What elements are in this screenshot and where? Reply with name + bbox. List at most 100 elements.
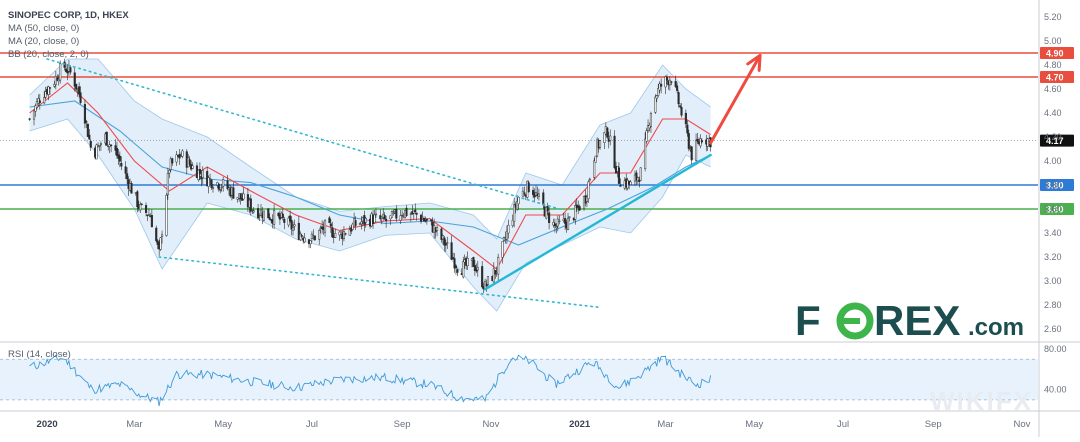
- candle-body: [436, 227, 439, 231]
- x-tick-label: Mar: [126, 419, 142, 430]
- candle-body: [566, 217, 570, 231]
- price-tag-label: 3.60: [1046, 205, 1064, 215]
- y-tick-label: 4.40: [1044, 108, 1062, 118]
- candle-body: [136, 191, 139, 208]
- candle-body: [548, 212, 551, 223]
- candle-body: [679, 105, 682, 107]
- x-tick-label: Sep: [925, 419, 942, 430]
- candle-body: [609, 135, 612, 141]
- candle-body: [645, 130, 648, 142]
- candle-body: [140, 203, 143, 205]
- candle-body: [412, 210, 415, 214]
- rsi-y-tick-label: 80.00: [1044, 344, 1067, 354]
- candle-body: [629, 181, 632, 185]
- candle-body: [415, 212, 418, 215]
- candle-body: [472, 257, 475, 267]
- candle-body: [209, 178, 212, 180]
- candle-body: [613, 135, 616, 169]
- candle-body: [188, 159, 191, 165]
- candle-body: [222, 179, 225, 187]
- candle-body: [83, 104, 86, 124]
- y-tick-label: 4.80: [1044, 60, 1062, 70]
- moving-average-layer: [29, 82, 711, 270]
- candle-body: [505, 230, 508, 240]
- candle-body: [329, 223, 332, 227]
- candle-body: [646, 125, 650, 131]
- candle-body: [699, 138, 702, 147]
- candle-body: [139, 203, 142, 211]
- candle-body: [588, 178, 591, 181]
- candle-body: [485, 283, 488, 287]
- last-price-tag-box: [1040, 134, 1074, 147]
- candle-body: [299, 233, 302, 241]
- candle-body: [537, 193, 540, 197]
- candle-body: [165, 195, 168, 236]
- candle-body: [126, 173, 129, 180]
- rsi-line: [29, 354, 712, 407]
- candle-body: [593, 160, 596, 178]
- candle-body: [454, 265, 458, 269]
- candle-body: [198, 169, 201, 175]
- logo-dotcom: .com: [968, 314, 1024, 341]
- candle-body: [75, 83, 78, 90]
- candle-body: [348, 229, 351, 236]
- legend-ma50: MA (50, close, 0): [8, 23, 79, 34]
- x-tick-label: May: [214, 419, 232, 430]
- candle-body: [257, 208, 260, 219]
- price-tag-box: [1040, 47, 1074, 59]
- candle-body: [226, 180, 229, 190]
- y-tick-label: 2.60: [1044, 324, 1062, 334]
- candle-body: [553, 223, 556, 227]
- candle-body: [171, 158, 174, 164]
- candle-body: [313, 235, 316, 241]
- candle-body: [86, 123, 89, 137]
- x-tick-label: Mar: [657, 419, 673, 430]
- candle-body: [66, 70, 69, 74]
- logo-letter-f: F: [795, 297, 821, 344]
- candle-body: [511, 219, 514, 226]
- candle-body: [422, 217, 426, 222]
- price-tag-box: [1040, 179, 1074, 191]
- candle-body: [289, 215, 292, 222]
- y-tick-label: 3.20: [1044, 252, 1062, 262]
- candle-body: [105, 131, 108, 146]
- candle-body: [664, 76, 667, 88]
- candle-body: [555, 226, 558, 229]
- x-tick-label: 2020: [37, 419, 58, 430]
- x-tick-label: 2021: [569, 419, 591, 430]
- candle-body: [89, 140, 92, 148]
- candle-body: [680, 106, 683, 116]
- candle-body: [399, 215, 402, 221]
- candle-body: [328, 217, 331, 223]
- rsi-pane: [0, 354, 1038, 407]
- candle-body: [44, 91, 47, 98]
- candle-body: [654, 96, 657, 113]
- candle-body: [674, 80, 677, 87]
- candle-body: [267, 208, 270, 219]
- candle-body: [636, 177, 639, 182]
- candle-body: [291, 227, 295, 231]
- trend-overlay-layer: [46, 53, 762, 309]
- candle-body: [492, 268, 495, 283]
- watermark: WIKIFX: [930, 386, 1033, 416]
- candle-body: [354, 220, 357, 226]
- candle-body: [161, 234, 164, 237]
- price-tag-box: [1040, 71, 1074, 83]
- candle-body: [684, 112, 687, 125]
- y-tick-label: 5.00: [1044, 36, 1062, 46]
- candle-body: [78, 86, 81, 95]
- candle-body: [513, 204, 516, 222]
- x-tick-label: May: [745, 419, 763, 430]
- price-lines-layer: 4.90 4.70 3.80 3.60 4.17: [0, 47, 1074, 215]
- candle-body: [99, 143, 102, 145]
- legend-bb: BB (20, close, 2, 0): [8, 49, 89, 60]
- logo-letters-rex: REX: [874, 297, 960, 344]
- candle-body: [262, 210, 265, 221]
- candle-body: [95, 144, 98, 160]
- candle-body: [79, 92, 82, 103]
- candle-body: [168, 169, 171, 174]
- candle-body: [587, 181, 590, 200]
- candle-body: [395, 208, 398, 219]
